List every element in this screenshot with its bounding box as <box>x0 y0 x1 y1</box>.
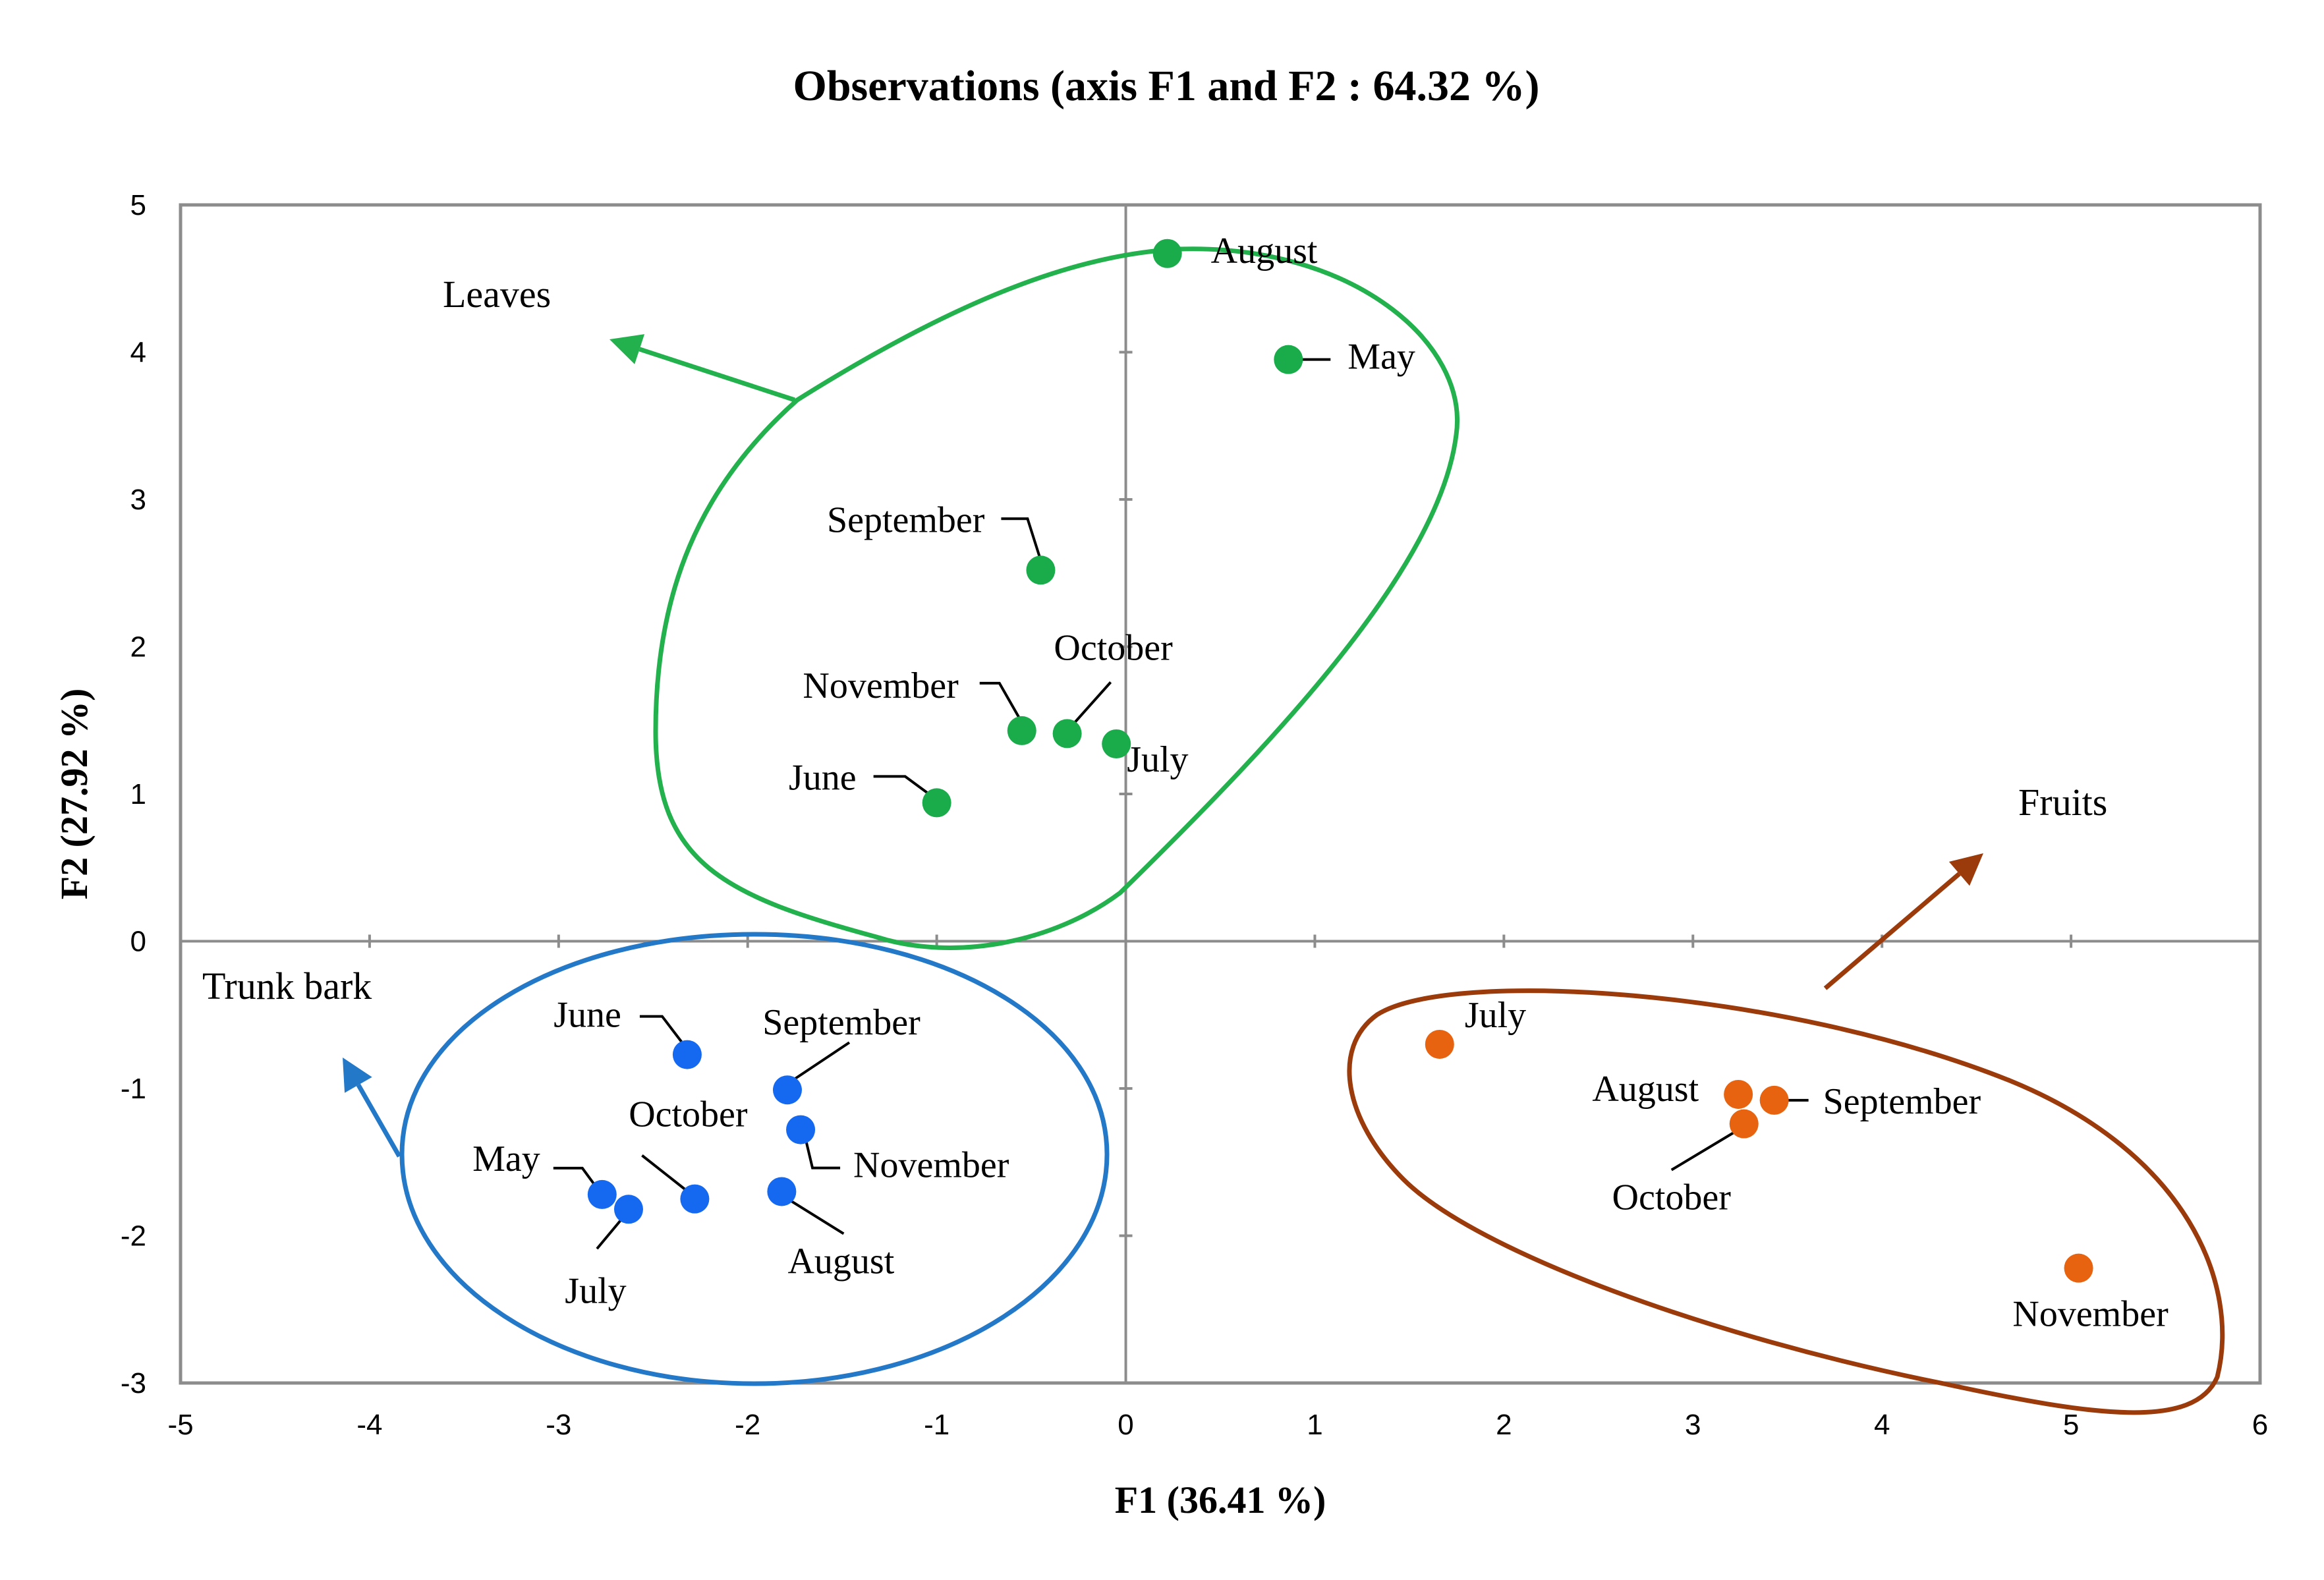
x-tick-label: 0 <box>1118 1409 1133 1441</box>
trunk-bark-label-may: May <box>472 1139 540 1179</box>
plot-frame <box>179 203 2262 1385</box>
x-tick-label: -4 <box>356 1409 382 1441</box>
leaves-arrow-head <box>609 334 645 364</box>
trunk-bark-point-july <box>613 1195 643 1224</box>
trunk-bark-outline <box>399 932 1110 1386</box>
chart-title: Observations (axis F1 and F2 : 64.32 %) <box>793 62 1539 110</box>
trunk-bark-label-july: July <box>565 1270 626 1311</box>
x-tick-label: 4 <box>1874 1409 1890 1441</box>
group-arrows <box>343 334 1983 1158</box>
leaves-label-july: July <box>1127 739 1188 780</box>
trunk-bark-arrow-shaft <box>356 1083 402 1158</box>
fruits-point-july <box>1425 1029 1454 1059</box>
fruits-arrow-head <box>1948 853 1983 886</box>
leaves-arrow <box>609 334 796 403</box>
trunk-bark-leader-july <box>596 1216 625 1250</box>
trunk-bark-label-october: October <box>629 1094 748 1135</box>
trunk-bark-leader-october <box>641 1154 693 1197</box>
fruits-label-october: October <box>1612 1177 1732 1218</box>
leaves-leader-november <box>979 681 1022 721</box>
trunk-bark-arrow-head <box>343 1058 372 1093</box>
x-tick-label: 3 <box>1685 1409 1701 1441</box>
y-tick-label: -3 <box>121 1367 146 1399</box>
y-tick-label: 4 <box>130 337 146 369</box>
leaves-point-august <box>1152 239 1182 268</box>
x-axis-ticks: -5 -4 -3 -2 -1 0 1 2 3 4 5 6 <box>167 934 2268 1441</box>
group-label-trunk-bark: Trunk bark <box>202 965 372 1007</box>
x-tick-label: 5 <box>2063 1409 2079 1441</box>
fruits-point-october <box>1729 1109 1759 1139</box>
trunk-bark-label-september: September <box>762 1002 921 1043</box>
trunk-bark-arrow <box>343 1058 402 1158</box>
trunk-bark-leader-may <box>553 1166 598 1189</box>
fruits-label-august: August <box>1592 1069 1699 1110</box>
x-axis-title: F1 (36.41 %) <box>1115 1479 1326 1521</box>
trunk-bark-label-june: June <box>553 995 621 1036</box>
fruits-point-august <box>1724 1079 1753 1109</box>
group-label-fruits: Fruits <box>2018 781 2107 824</box>
leaves-point-september <box>1026 555 1056 585</box>
fruits-label-july: July <box>1465 995 1526 1036</box>
y-tick-label: -1 <box>121 1073 146 1105</box>
leaves-leader-september <box>1001 517 1042 559</box>
leaves-point-may <box>1274 345 1303 374</box>
leaves-point-october <box>1052 719 1082 748</box>
trunk-bark-label-november: November <box>853 1145 1009 1186</box>
trunk-bark-leader-september <box>789 1041 851 1083</box>
trunk-bark-label-august: August <box>787 1241 894 1282</box>
trunk-bark-leader-november <box>805 1140 841 1170</box>
y-tick-label: 3 <box>130 484 146 516</box>
trunk-bark-leader-june <box>639 1015 685 1045</box>
leaves-arrow-shaft <box>638 347 796 403</box>
leaves-point-november <box>1007 716 1036 745</box>
y-axis-ticks: -3 -2 -1 0 1 2 3 4 5 <box>121 189 1133 1399</box>
x-tick-label: 1 <box>1307 1409 1322 1441</box>
y-axis-title: F2 (27.92 %) <box>53 689 96 900</box>
fruits-point-september <box>1759 1085 1789 1115</box>
x-tick-label: -5 <box>167 1409 193 1441</box>
trunk-bark-point-november <box>786 1115 816 1144</box>
x-tick-label: 6 <box>2252 1409 2268 1441</box>
fruits-arrow-shaft <box>1823 872 1961 990</box>
group-outlines <box>399 246 2225 1415</box>
trunk-bark-point-october <box>680 1184 710 1214</box>
label-leader-lines <box>553 358 1809 1250</box>
trunk-bark-point-september <box>772 1075 802 1105</box>
trunk-bark-point-june <box>672 1040 702 1069</box>
y-tick-label: -2 <box>121 1220 146 1253</box>
fruits-label-november: November <box>2012 1294 2168 1335</box>
leaves-point-june <box>922 788 951 818</box>
fruits-label-september: September <box>1823 1081 1981 1122</box>
x-tick-label: -1 <box>924 1409 949 1441</box>
leaves-label-november: November <box>803 665 959 706</box>
x-tick-label: -3 <box>546 1409 571 1441</box>
fruits-arrow <box>1823 853 1983 990</box>
y-tick-label: 5 <box>130 189 146 221</box>
leaves-label-october: October <box>1054 627 1173 668</box>
fruits-point-november <box>2064 1253 2093 1283</box>
trunk-bark-point-may <box>587 1179 617 1209</box>
fruits-outline <box>1347 988 2225 1415</box>
y-tick-label: 1 <box>130 778 146 810</box>
leaves-label-august: August <box>1211 231 1318 271</box>
trunk-bark-leader-august <box>783 1195 845 1235</box>
y-tick-label: 0 <box>130 926 146 958</box>
leaves-label-june: June <box>789 757 857 798</box>
leaves-outline <box>653 246 1460 950</box>
data-points <box>587 239 2093 1283</box>
leaves-label-september: September <box>827 499 985 540</box>
group-labels: Leaves Trunk bark Fruits <box>202 273 2107 1007</box>
leaves-label-may: May <box>1347 337 1415 378</box>
group-label-leaves: Leaves <box>443 273 551 316</box>
leaves-leader-june <box>873 775 931 797</box>
fruits-leader-october <box>1670 1129 1738 1171</box>
x-tick-label: -2 <box>735 1409 760 1441</box>
point-labels: August May September October November July Jun… <box>472 231 2168 1335</box>
leaves-point-july <box>1102 729 1131 759</box>
y-tick-label: 2 <box>130 631 146 663</box>
trunk-bark-point-august <box>767 1177 797 1206</box>
x-tick-label: 2 <box>1496 1409 1512 1441</box>
